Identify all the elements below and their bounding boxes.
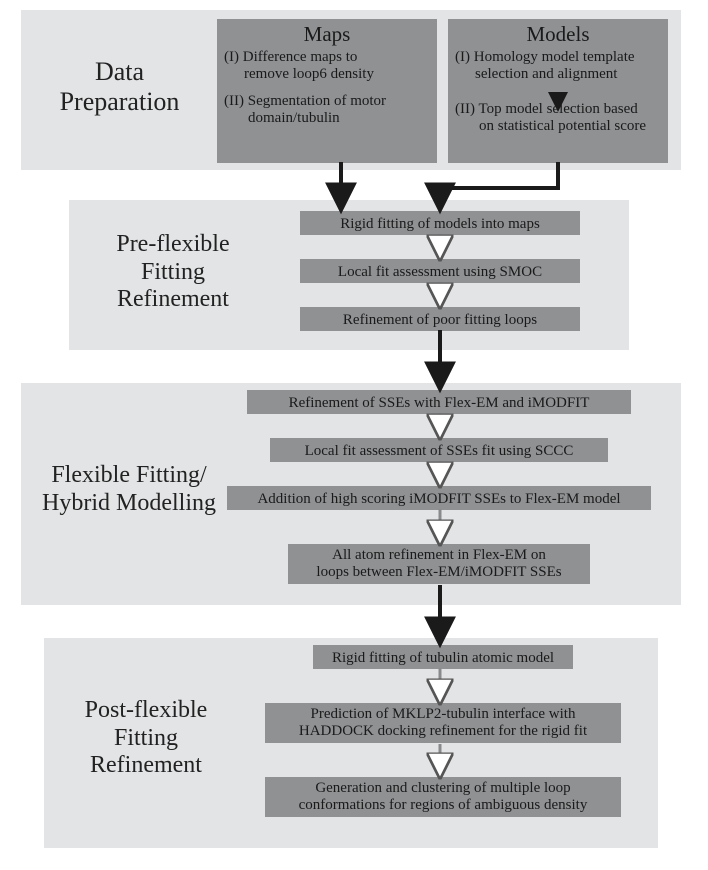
models-l1: (I) Homology model template: [455, 49, 661, 66]
section-title-4: Post-flexible Fitting Refinement: [51, 697, 241, 780]
maps-l1b: remove loop6 density: [224, 66, 430, 83]
maps-l2b: domain/tubulin: [224, 110, 430, 127]
step-b7: All atom refinement in Flex-EM on loops …: [288, 544, 590, 584]
step-b9: Prediction of MKLP2-tubulin interface wi…: [265, 703, 621, 743]
title-line: Post-flexible Fitting Refinement: [85, 697, 208, 778]
panel-post-flexible: Post-flexible Fitting Refinement Rigid f…: [44, 638, 658, 848]
step-b1: Rigid fitting of models into maps: [300, 211, 580, 235]
title-line: Pre-flexible Fitting Refinement: [116, 231, 229, 312]
section-title-1: Data Preparation: [32, 57, 207, 117]
step-b2: Local fit assessment using SMOC: [300, 259, 580, 283]
models-box: Models (I) Homology model template selec…: [448, 19, 668, 163]
title-line: Flexible Fitting/ Hybrid Modelling: [42, 462, 216, 516]
step-b10: Generation and clustering of multiple lo…: [265, 777, 621, 817]
title-line: Data Preparation: [60, 57, 180, 116]
step-b3: Refinement of poor fitting loops: [300, 307, 580, 331]
maps-box: Maps (I) Difference maps to remove loop6…: [217, 19, 437, 163]
maps-heading: Maps: [224, 22, 430, 47]
step-b6: Addition of high scoring iMODFIT SSEs to…: [227, 486, 651, 510]
panel-data-preparation: Data Preparation Maps (I) Difference map…: [21, 10, 681, 170]
models-l1b: selection and alignment: [455, 66, 661, 83]
step-b4: Refinement of SSEs with Flex-EM and iMOD…: [247, 390, 631, 414]
section-title-3: Flexible Fitting/ Hybrid Modelling: [24, 462, 234, 517]
section-title-2: Pre-flexible Fitting Refinement: [78, 231, 268, 314]
models-l2: (II) Top model selection based: [455, 101, 661, 118]
maps-l1: (I) Difference maps to: [224, 49, 430, 66]
models-heading: Models: [455, 22, 661, 47]
panel-flexible-fitting: Flexible Fitting/ Hybrid Modelling Refin…: [21, 383, 681, 605]
maps-l2: (II) Segmentation of motor: [224, 93, 430, 110]
step-b8: Rigid fitting of tubulin atomic model: [313, 645, 573, 669]
step-b5: Local fit assessment of SSEs fit using S…: [270, 438, 608, 462]
panel-pre-flexible: Pre-flexible Fitting Refinement Rigid fi…: [69, 200, 629, 350]
models-l2b: on statistical potential score: [455, 118, 661, 135]
